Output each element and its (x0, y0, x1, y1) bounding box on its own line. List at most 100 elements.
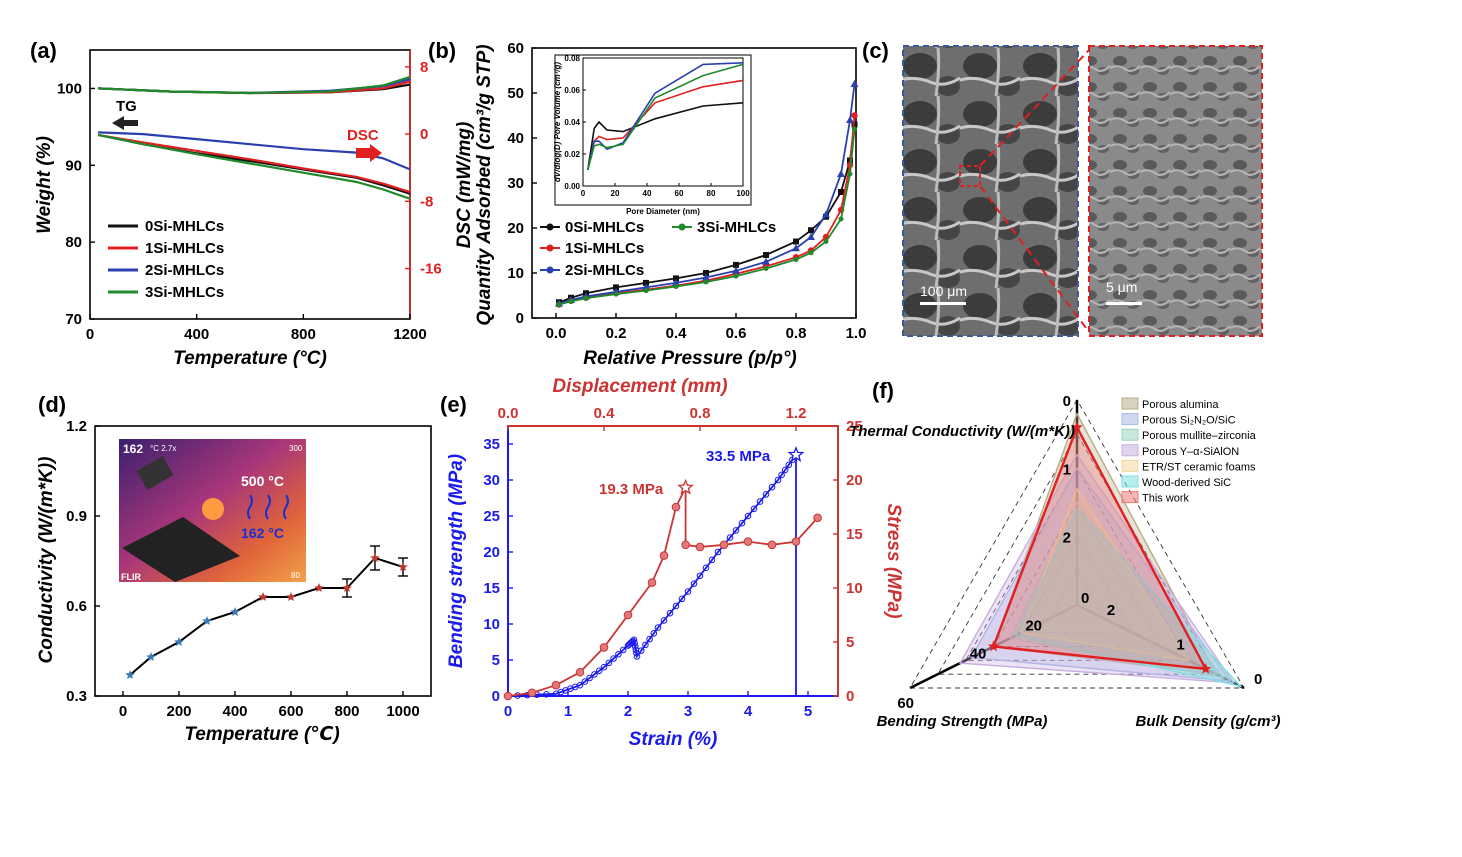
thermal-range-max: 300 (289, 444, 303, 453)
y2-tick-label: 25 (846, 418, 863, 435)
inset-x-tick-label: 20 (611, 189, 620, 198)
data-point-star (370, 553, 380, 562)
data-point (647, 578, 657, 587)
data-point (808, 227, 814, 234)
data-point (838, 189, 844, 195)
inset-y-tick-label: 0.00 (564, 182, 580, 191)
data-point (732, 266, 740, 274)
y2-tick-label: 15 (846, 526, 863, 543)
legend-label: 3Si-MHLCs (145, 284, 224, 301)
data-point (551, 680, 561, 690)
data-point (600, 663, 608, 671)
data-point (846, 116, 854, 123)
panel-b-xlabel: Relative Pressure (p/p°) (583, 348, 797, 369)
data-point-star (314, 583, 324, 592)
y2-tick-label: 10 (846, 580, 863, 597)
dsc-annotation: DSC (347, 127, 379, 144)
data-point (733, 261, 739, 268)
data-point (778, 471, 785, 479)
data-point-star (230, 607, 240, 616)
data-point (672, 602, 680, 610)
panel-d-xlabel: Temperature (℃) (184, 724, 339, 745)
panel-d-chart: (d) 0 200 400 600 800 1000 0.3 0.6 0.9 1.2 Temper… (36, 392, 432, 745)
data-point (599, 643, 609, 652)
data-point-star (342, 583, 352, 592)
panel-label-c: (c) (862, 38, 889, 63)
x-tick-label: 200 (166, 703, 191, 720)
data-point-star (202, 616, 212, 625)
x-tick-label: 1.0 (846, 325, 867, 342)
data-point (838, 216, 844, 222)
data-point (763, 266, 769, 271)
radar-tick-bd: 2 (1107, 602, 1115, 619)
radar-axis-label-bs: Bending Strength (MPa) (877, 713, 1048, 730)
radar-tick-bs: 60 (897, 695, 914, 712)
legend-marker (546, 266, 554, 274)
radar-tick-bs: 0 (1081, 590, 1089, 607)
y-tick-label: 50 (507, 85, 524, 102)
y-tick-label: 90 (65, 157, 82, 174)
x-tick-label: 400 (184, 326, 209, 343)
x-tick-label: 2 (624, 703, 632, 720)
y-tick-label: 0 (516, 310, 524, 327)
legend-marker (546, 244, 554, 252)
legend-label: 3Si-MHLCs (697, 219, 776, 236)
thermal-cold-label: 162 °C (241, 525, 284, 541)
inset-x-tick-label: 0 (581, 189, 586, 198)
data-point (576, 681, 584, 689)
panel-a-ylabel: Weight (%) (34, 136, 55, 234)
sem-high-mag-border (1088, 45, 1263, 337)
data-point (762, 257, 770, 265)
panel-e-x2label: Displacement (mm) (552, 376, 727, 397)
sem-zoom-line-bottom (979, 185, 1090, 333)
data-point (738, 519, 746, 527)
x2-tick-label: 0.8 (690, 405, 711, 422)
y-tick-label: 20 (483, 544, 500, 561)
data-point (733, 273, 739, 279)
y-tick-label: 35 (483, 436, 500, 453)
y-tick-label: 10 (507, 265, 524, 282)
data-point (774, 476, 782, 484)
data-point (633, 653, 641, 660)
legend-label: Wood-derived SiC (1142, 477, 1231, 489)
data-point (763, 252, 769, 258)
panel-a-chart: (a) 0 400 800 1200 70 80 90 100 -16 -8 0 8 Temperat… (30, 38, 475, 369)
thermal-brand: FLIR (121, 572, 141, 582)
panel-label-f: (f) (872, 378, 894, 403)
data-point (744, 512, 752, 520)
data-point (666, 609, 674, 617)
y-tick-label: 30 (483, 472, 500, 489)
x-tick-label: 0.4 (666, 325, 688, 342)
panel-a-xlabel: Temperature (°C) (173, 348, 327, 369)
y-tick-label: 60 (507, 40, 524, 57)
data-point (792, 244, 800, 252)
sem-zoom-line-top (979, 49, 1090, 167)
data-point-star (398, 562, 408, 571)
legend-label: 0Si-MHLCs (145, 218, 224, 235)
data-point (807, 233, 815, 240)
data-point (556, 302, 562, 307)
data-point (678, 595, 686, 603)
data-point (793, 257, 799, 262)
red-peak-annotation: 19.3 MPa (599, 481, 664, 498)
y2-tick-label: -8 (420, 193, 433, 210)
legend-marker (546, 223, 554, 231)
data-point (847, 171, 853, 177)
panel-d-frame (94, 425, 432, 697)
data-point (681, 540, 690, 550)
data-point (631, 639, 638, 647)
inset-x-tick-label: 100 (736, 189, 750, 198)
y2-tick-label: 5 (846, 634, 854, 651)
legend-swatch (1121, 459, 1139, 472)
data-point (646, 635, 653, 643)
data-point-star (125, 670, 135, 679)
legend-marker (678, 223, 686, 231)
legend-label: 2Si-MHLCs (145, 262, 224, 279)
data-point (581, 678, 589, 685)
inset-x-tick-label: 40 (643, 189, 652, 198)
data-point (672, 278, 680, 286)
radar-axis-label-bd: Bulk Density (g/cm³) (1135, 713, 1280, 730)
legend-label: Porous Y–α-SiAlON (1142, 446, 1239, 458)
legend-label: Porous mullite–zirconia (1142, 430, 1257, 442)
x-tick-label: 1 (564, 703, 572, 720)
